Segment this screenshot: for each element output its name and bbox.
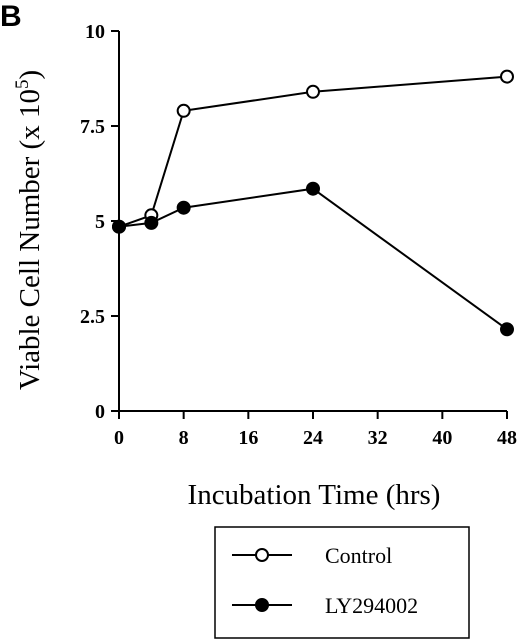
x-tick-label: 24 — [303, 427, 323, 449]
data-point-control — [306, 84, 320, 99]
data-point-ly294002 — [144, 215, 159, 230]
legend: Control LY294002 — [214, 526, 470, 639]
data-point-ly294002 — [112, 219, 126, 234]
panel-label: B — [0, 0, 22, 33]
x-tick-label: 48 — [497, 427, 517, 449]
y-axis-title: Viable Cell Number (x 105) — [12, 70, 46, 390]
series-ly294002 — [112, 181, 514, 337]
plot-area: 0 2.5 5 7.5 10 0 8 16 24 32 40 48 — [80, 21, 517, 449]
data-point-ly294002 — [500, 322, 514, 337]
y-axis-ticks: 0 2.5 5 7.5 10 — [80, 21, 119, 423]
x-tick-label: 32 — [368, 427, 388, 449]
legend-ly294002-label: LY294002 — [325, 593, 418, 618]
y-axis-title-main: Viable Cell Number (x 10 — [14, 89, 46, 390]
legend-control-marker — [255, 548, 269, 562]
y-tick-label: 10 — [85, 21, 105, 43]
series-layer — [112, 69, 514, 337]
legend-box — [214, 526, 470, 639]
data-point-ly294002 — [176, 200, 191, 215]
legend-item-control: Control — [232, 543, 392, 568]
x-tick-label: 0 — [114, 427, 124, 449]
y-tick-label: 2.5 — [80, 306, 105, 328]
y-axis-title-tail: ) — [14, 70, 46, 80]
x-axis-title: Incubation Time (hrs) — [188, 479, 441, 511]
data-point-ly294002 — [306, 181, 320, 196]
y-tick-label: 0 — [95, 401, 105, 423]
data-point-control — [500, 69, 514, 84]
y-tick-label: 7.5 — [80, 116, 105, 138]
series-control — [112, 69, 514, 234]
x-axis-ticks: 0 8 16 24 32 40 48 — [114, 411, 517, 449]
y-tick-label: 5 — [95, 211, 105, 233]
legend-ly294002-marker — [255, 598, 269, 612]
x-tick-label: 8 — [179, 427, 189, 449]
x-tick-label: 16 — [238, 427, 258, 449]
legend-item-ly294002: LY294002 — [232, 593, 418, 618]
x-tick-label: 40 — [432, 427, 452, 449]
y-axis-title-superscript: 5 — [12, 80, 33, 90]
legend-control-label: Control — [325, 543, 392, 568]
series-line-control — [118, 75, 508, 228]
data-point-control — [176, 103, 191, 118]
